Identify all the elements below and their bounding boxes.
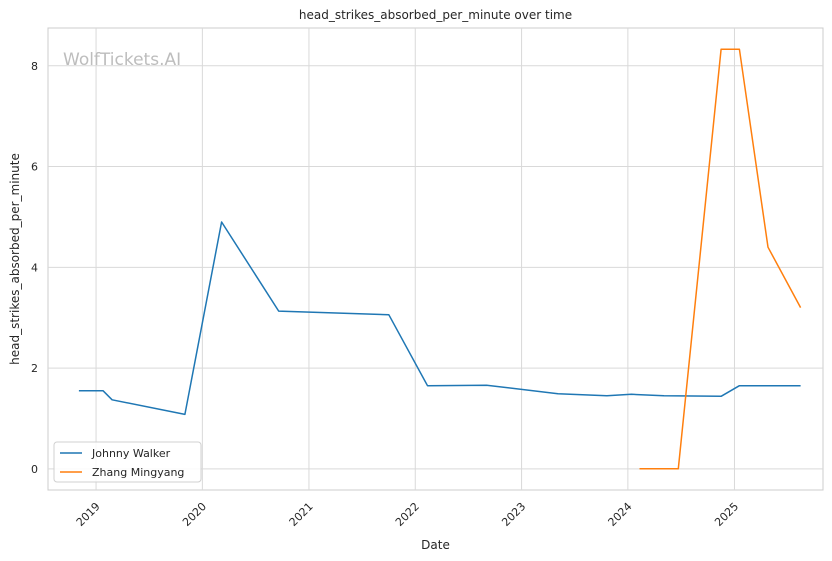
x-tick-label: 2022	[393, 500, 422, 529]
y-tick-label: 0	[31, 463, 38, 476]
plot-area	[47, 27, 824, 491]
series-line	[639, 48, 802, 470]
x-tick-label: 2020	[180, 500, 209, 529]
watermark: WolfTickets.AI	[63, 50, 181, 70]
x-tick-label: 2024	[606, 500, 635, 529]
y-tick-label: 6	[31, 161, 38, 174]
y-tick-label: 4	[31, 261, 38, 274]
x-tick-label: 2023	[499, 500, 528, 529]
y-tick-label: 8	[31, 60, 38, 73]
y-tick-label: 2	[31, 362, 38, 375]
x-tick-label: 2019	[74, 500, 103, 529]
chart-title: head_strikes_absorbed_per_minute over ti…	[299, 8, 572, 22]
x-tick-label: 2025	[712, 500, 741, 529]
x-axis-ticks: 2019 2020 2021 2022 2023 2024 2025	[74, 500, 741, 529]
legend-box	[53, 441, 202, 483]
y-axis-label: head_strikes_absorbed_per_minute	[8, 153, 22, 365]
legend: Johnny Walker Zhang Mingyang	[53, 441, 202, 483]
series-layer	[78, 48, 802, 470]
grid	[48, 28, 823, 490]
legend-label: Johnny Walker	[91, 447, 171, 460]
legend-label: Zhang Mingyang	[92, 466, 184, 479]
y-axis-ticks: 0 2 4 6 8	[31, 60, 38, 476]
x-axis-label: Date	[421, 538, 450, 552]
x-tick-label: 2021	[287, 500, 316, 529]
series-line	[78, 221, 801, 416]
